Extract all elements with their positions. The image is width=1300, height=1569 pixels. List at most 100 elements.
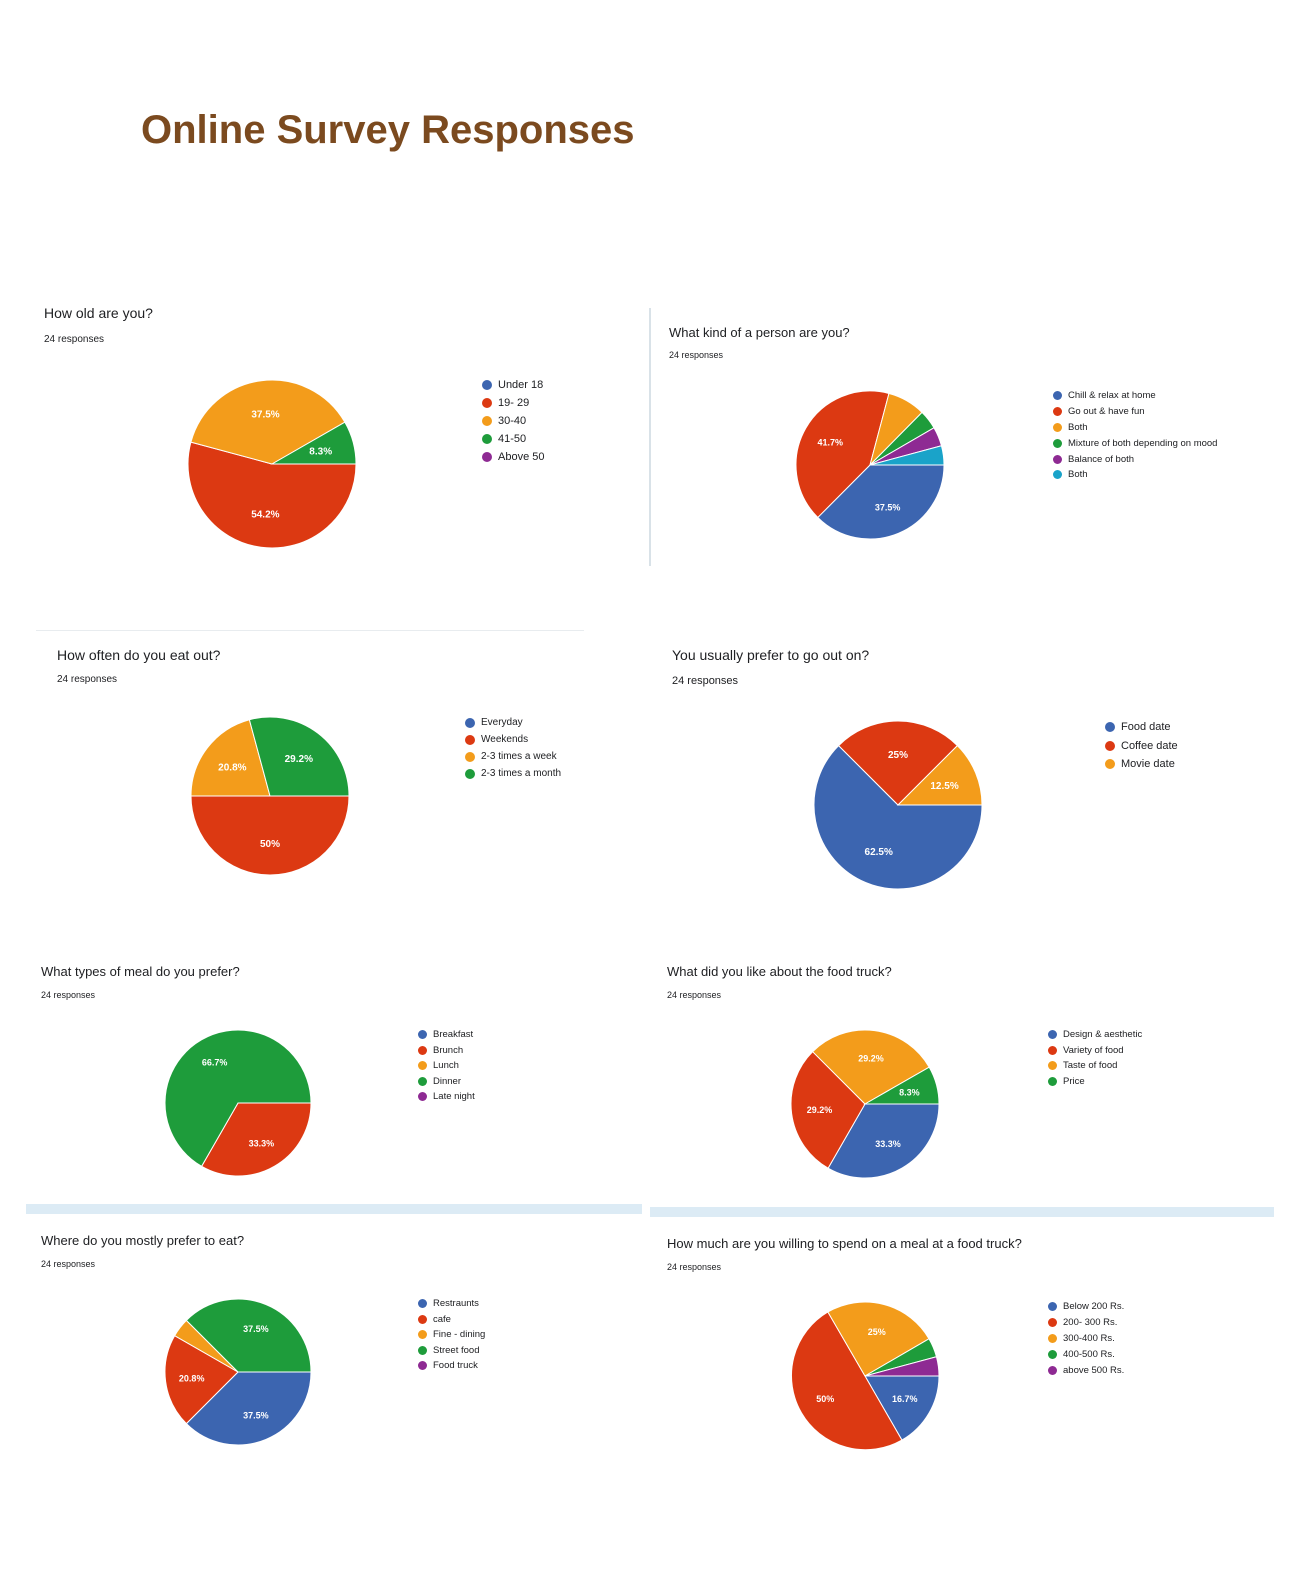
legend-label: 30-40 [498,415,527,427]
legend-swatch [1105,759,1115,770]
legend-item: Balance of both [1053,451,1217,467]
legend-label: Under 18 [498,379,544,391]
pie-slice [190,795,350,876]
legend-item: Movie date [1105,755,1178,774]
pie-chart: 16.7% 50% 25% [790,1301,940,1451]
slice-label: 37.5% [875,503,901,513]
legend-label: Late night [433,1091,475,1103]
legend-item: 19- 29 [482,394,544,412]
legend-swatch [418,1345,427,1355]
pie-slice [817,464,945,540]
legend-label: Restraunts [433,1298,479,1310]
slice-label: 8.3% [899,1087,920,1097]
chart-title: What types of meal do you prefer? [41,964,240,979]
pie-slice [164,1029,312,1167]
legend-item: Chill & relax at home [1053,388,1217,404]
pie-slice [270,421,357,465]
legend-item: 2-3 times a week [465,748,561,765]
chart-legend: Food date Coffee date Movie date [1105,718,1178,774]
legend-label: 2-3 times a week [481,751,557,762]
responses-count: 24 responses [57,674,118,685]
legend-label: Below 200 Rs. [1063,1301,1125,1313]
pie-chart: 33.3% 29.2% 29.2% 8.3% [790,1029,940,1179]
chart-title: You usually prefer to go out on? [672,647,870,663]
legend-swatch [482,416,492,426]
pie-slice [837,720,959,806]
legend-label: Design & aesthetic [1063,1029,1143,1041]
legend-swatch [465,717,475,728]
slice-label: 25% [868,1327,886,1337]
pie-slice [869,445,945,466]
legend-label: Movie date [1121,758,1175,771]
responses-count: 24 responses [669,350,724,360]
responses-count: 24 responses [667,990,722,1000]
legend-swatch [1048,1030,1057,1040]
legend-label: Breakfast [433,1029,474,1041]
chart-legend: Everyday Weekends 2-3 times a week 2-3 time… [465,714,561,782]
pie-slice [164,1334,239,1425]
slice-label: 29.2% [807,1105,833,1115]
legend-item: cafe [418,1312,485,1328]
legend-item: 41-50 [482,430,544,448]
chart-title: How old are you? [44,305,153,321]
legend-swatch [482,452,492,462]
legend-item: Mixture of both depending on mood [1053,435,1217,451]
pie-slice [185,1298,312,1373]
legend-item: 200- 300 Rs. [1048,1315,1124,1331]
chart-legend: Chill & relax at home Go out & have fun Bo… [1053,388,1217,483]
legend-swatch [1048,1061,1057,1071]
legend-label: Above 50 [498,451,545,463]
legend-item: Variety of food [1048,1043,1142,1059]
legend-label: Both [1068,469,1088,481]
pie-chart: 37.5% 41.7% [795,390,945,540]
slice-label: 12.5% [930,781,958,792]
slice-label: 8.3% [309,447,332,458]
responses-count: 24 responses [41,1259,96,1269]
slice-label: 29.2% [858,1054,884,1064]
legend-label: 41-50 [498,433,527,445]
legend-swatch [418,1314,427,1324]
legend-item: Food truck [418,1358,485,1374]
legend-label: Balance of both [1068,453,1135,465]
pie-slice [248,716,350,797]
pie-slice [864,1375,940,1441]
column-divider [649,308,651,566]
legend-swatch [1048,1045,1057,1055]
legend-item: Fine - dining [418,1327,485,1343]
chart-legend: Under 18 19- 29 30-40 41-50 Above 50 [482,376,544,466]
legend-item: Price [1048,1074,1142,1090]
legend-item: 2-3 times a month [465,765,561,782]
legend-item: above 500 Rs. [1048,1362,1124,1378]
legend-item: Restraunts [418,1296,485,1312]
pie-slice [790,1050,866,1169]
legend-label: Taste of food [1063,1060,1118,1072]
legend-swatch [418,1076,427,1086]
slice-label: 37.5% [243,1410,269,1420]
pie-slice [200,1102,312,1177]
chart-title: What kind of a person are you? [669,325,850,340]
legend-label: 19- 29 [498,397,530,409]
pie-slice [896,744,983,806]
pie-slice [811,1029,930,1105]
legend-swatch [1053,422,1062,432]
pie-slice [190,719,271,797]
legend-swatch [482,380,492,390]
legend-item: 30-40 [482,412,544,430]
slice-label: 25% [888,750,908,761]
legend-label: Go out & have fun [1068,406,1145,418]
pie-slice [863,1066,940,1105]
chart-title: How often do you eat out? [57,647,221,663]
pie-slice [795,390,890,519]
legend-swatch [418,1299,427,1309]
legend-label: Fine - dining [433,1329,486,1341]
legend-item: Under 18 [482,376,544,394]
section-band-right [650,1207,1274,1217]
pie-slice [187,441,357,549]
slice-label: 20.8% [179,1373,205,1383]
legend-label: 400-500 Rs. [1063,1348,1115,1360]
legend-item: Both [1053,467,1217,483]
legend-swatch [418,1361,427,1371]
chart-title: Where do you mostly prefer to eat? [41,1233,245,1248]
legend-swatch [465,751,475,762]
chart-legend: Breakfast Brunch Lunch Dinner Late night [418,1027,475,1105]
